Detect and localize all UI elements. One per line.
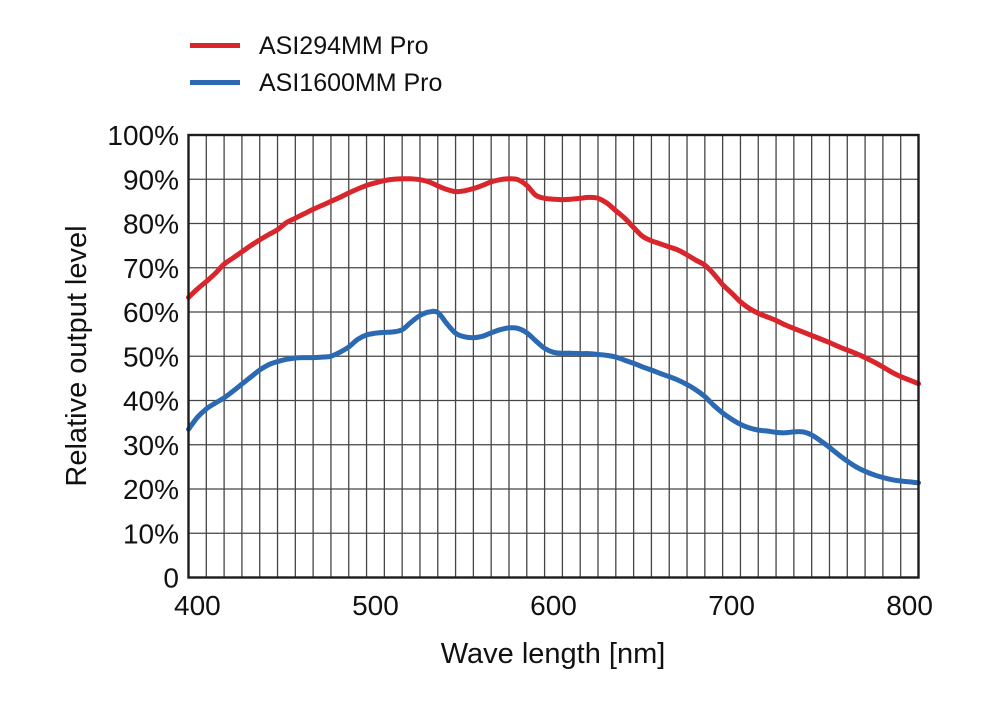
y-tick-label: 30% [123,430,179,461]
y-tick-label: 60% [123,297,179,328]
y-tick-label: 20% [123,474,179,505]
series-line-asi1600mm-pro [186,308,921,486]
data-series [186,176,921,486]
y-tick-label: 90% [123,164,179,195]
y-axis-tick-labels: 0 10% 20% 30% 40% 50% 60% 70% 80% 90% 100% [107,120,179,594]
series-line-asi294mm-pro [186,176,921,387]
y-tick-label: 80% [123,209,179,240]
y-tick-label: 50% [123,341,179,372]
x-tick-label: 400 [174,590,221,621]
legend-label-asi1600: ASI1600MM Pro [259,69,442,97]
x-tick-label: 700 [708,590,755,621]
plot-border [187,133,920,579]
grid-lines [187,134,920,579]
legend-label-asi294: ASI294MM Pro [259,32,429,60]
y-tick-label: 100% [107,120,179,151]
legend-item-asi294: ASI294MM Pro [190,32,429,60]
x-tick-label: 500 [352,590,399,621]
y-tick-label: 0 [163,563,179,594]
x-tick-label: 800 [886,590,933,621]
y-tick-label: 40% [123,386,179,417]
y-tick-label: 70% [123,253,179,284]
y-axis-title: Relative output level [61,225,93,486]
legend: ASI294MM Pro ASI1600MM Pro [190,32,442,97]
x-tick-label: 600 [530,590,577,621]
x-axis-title: Wave length [nm] [441,638,666,670]
legend-item-asi1600: ASI1600MM Pro [190,69,442,97]
y-tick-label: 10% [123,518,179,549]
x-axis-tick-labels: 400 500 600 700 800 [174,590,933,621]
